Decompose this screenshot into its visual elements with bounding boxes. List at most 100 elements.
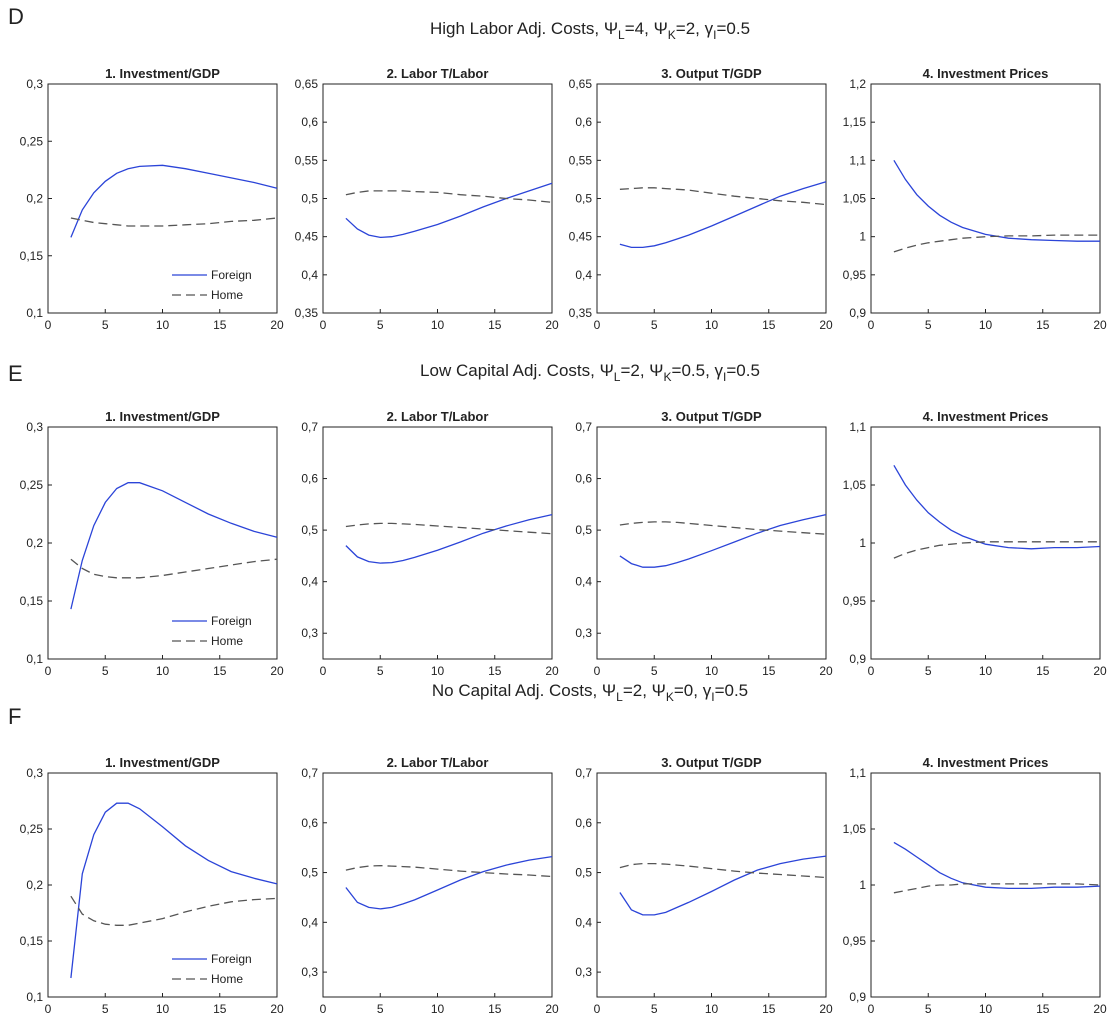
y-tick-label: 0,7: [301, 420, 318, 434]
subscript: K: [666, 690, 674, 704]
series-line: [619, 181, 827, 249]
x-tick-label: 20: [270, 664, 284, 678]
y-tick-label: 0,6: [575, 816, 592, 830]
y-tick-label: 0,65: [295, 77, 319, 91]
y-tick-label: 0,25: [20, 134, 44, 148]
title-text: =0.5: [726, 361, 760, 380]
y-tick-label: 0,5: [301, 866, 318, 880]
x-tick-label: 0: [320, 1002, 327, 1016]
subscript: L: [616, 690, 623, 704]
plot-frame: [596, 772, 827, 998]
title-text: Low Capital Adj. Costs, Ψ: [420, 361, 614, 380]
x-tick-label: 10: [979, 1002, 993, 1016]
row-label: D: [8, 4, 24, 29]
row-label: F: [8, 704, 21, 729]
panel-title: 2. Labor T/Labor: [387, 409, 489, 424]
y-tick-label: 0,5: [575, 192, 592, 206]
y-tick-label: 0,2: [26, 878, 43, 892]
panel-title: 1. Investment/GDP: [105, 66, 220, 81]
y-tick-label: 0,15: [20, 934, 44, 948]
plot-frame: [870, 426, 1101, 660]
title-text: =0.5: [716, 19, 750, 38]
x-tick-label: 5: [377, 318, 384, 332]
x-tick-label: 0: [868, 318, 875, 332]
y-tick-label: 1: [859, 230, 866, 244]
y-tick-label: 1,15: [843, 115, 867, 129]
x-tick-label: 5: [925, 1002, 932, 1016]
x-tick-label: 20: [270, 318, 284, 332]
series-line: [893, 883, 1101, 894]
series-line: [893, 234, 1100, 253]
y-tick-label: 0,7: [575, 766, 592, 780]
row-title: No Capital Adj. Costs, ΨL=2, ΨK=0, γI=0.…: [432, 681, 748, 704]
subscript: I: [711, 690, 714, 704]
y-tick-label: 0,5: [301, 192, 318, 206]
y-tick-label: 0,3: [575, 626, 592, 640]
y-tick-label: 0,3: [301, 626, 318, 640]
y-tick-label: 0,35: [569, 306, 593, 320]
x-tick-label: 15: [488, 1002, 502, 1016]
series-line: [70, 895, 278, 926]
x-tick-label: 15: [762, 1002, 776, 1016]
x-tick-label: 20: [819, 1002, 833, 1016]
x-tick-label: 0: [594, 1002, 601, 1016]
y-tick-label: 1: [859, 536, 866, 550]
x-tick-label: 15: [213, 318, 227, 332]
panel-title: 4. Investment Prices: [923, 755, 1049, 770]
legend-label: Foreign: [211, 952, 252, 966]
plot-frame: [870, 772, 1101, 998]
y-tick-label: 0,6: [301, 816, 318, 830]
series-line: [345, 522, 553, 535]
panel-title: 3. Output T/GDP: [661, 66, 762, 81]
row-title: High Labor Adj. Costs, ΨL=4, ΨK=2, γI=0.…: [430, 19, 750, 42]
y-tick-label: 0,3: [26, 77, 43, 91]
y-tick-label: 0,95: [843, 268, 867, 282]
y-tick-label: 0,5: [301, 523, 318, 537]
subscript: K: [664, 370, 672, 384]
x-tick-label: 10: [705, 318, 719, 332]
x-tick-label: 15: [488, 318, 502, 332]
y-tick-label: 0,15: [20, 249, 44, 263]
series-line: [70, 164, 278, 238]
x-tick-label: 0: [45, 664, 52, 678]
y-tick-label: 0,7: [301, 766, 318, 780]
y-tick-label: 0,6: [301, 472, 318, 486]
y-tick-label: 0,65: [569, 77, 593, 91]
y-tick-label: 0,4: [575, 915, 592, 929]
x-tick-label: 0: [868, 664, 875, 678]
subscript: L: [614, 370, 621, 384]
x-tick-label: 10: [431, 664, 445, 678]
y-tick-label: 0,2: [26, 536, 43, 550]
x-tick-label: 5: [102, 664, 109, 678]
subscript: L: [618, 28, 625, 42]
plot-frame: [322, 772, 553, 998]
x-tick-label: 15: [762, 318, 776, 332]
y-tick-label: 0,9: [849, 306, 866, 320]
y-tick-label: 1: [859, 878, 866, 892]
y-tick-label: 1,1: [849, 153, 866, 167]
x-tick-label: 5: [925, 664, 932, 678]
title-text: =2, Ψ: [620, 361, 663, 380]
x-tick-label: 5: [651, 318, 658, 332]
y-tick-label: 0,3: [26, 766, 43, 780]
y-tick-label: 0,3: [575, 965, 592, 979]
series-line: [70, 217, 278, 227]
y-tick-label: 0,1: [26, 306, 43, 320]
series-line: [619, 855, 827, 916]
x-tick-label: 20: [1093, 1002, 1107, 1016]
y-tick-label: 0,15: [20, 594, 44, 608]
subscript: K: [668, 28, 676, 42]
y-tick-label: 0,25: [20, 478, 44, 492]
plot-frame: [596, 426, 827, 660]
y-tick-label: 0,55: [295, 153, 319, 167]
y-tick-label: 0,3: [26, 420, 43, 434]
y-tick-label: 0,95: [843, 934, 867, 948]
y-tick-label: 0,7: [575, 420, 592, 434]
panel-title: 3. Output T/GDP: [661, 755, 762, 770]
row-label: E: [8, 361, 23, 386]
title-text: No Capital Adj. Costs, Ψ: [432, 681, 616, 700]
x-tick-label: 20: [545, 664, 559, 678]
series-line: [345, 190, 553, 203]
title-text: =0, γ: [674, 681, 712, 700]
